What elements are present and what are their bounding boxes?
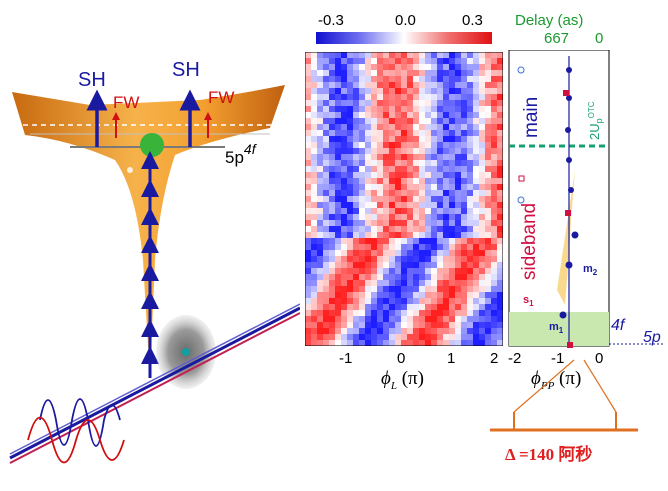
fw-arrowhead-1 — [112, 112, 120, 120]
colorbar-tick-min: -0.3 — [318, 12, 344, 29]
delay-phase-plot: main sideband 2UpOTC m2 m1 s1 4f 5p — [508, 50, 665, 348]
label-sideband: sideband — [519, 203, 540, 280]
sh-label-1: SH — [78, 69, 106, 91]
fw-label-2: FW — [208, 88, 234, 107]
label-main: main — [521, 97, 542, 138]
heatmap-xlabel: ϕL (π) — [381, 368, 424, 392]
delay-xlabel: ϕPP (π) — [531, 368, 582, 392]
colorbar-tick-mid: 0.0 — [395, 12, 416, 29]
delay-top-left: 667 — [544, 30, 570, 47]
side-label-4f: 4f — [611, 317, 626, 334]
fw-arrowhead-2 — [204, 112, 212, 120]
heatmap-xtick-1: -1 — [339, 350, 353, 367]
colorbar-tick-max: 0.3 — [462, 12, 483, 29]
laser-beam — [9, 303, 300, 464]
level-label-5p: 5p4f — [225, 141, 258, 167]
sh-label-2: SH — [172, 59, 200, 81]
delay-data-points — [517, 66, 579, 348]
delay-title: Delay (as) — [515, 12, 584, 29]
colorbar — [316, 32, 492, 44]
heatmap-xtick-3: 1 — [447, 350, 456, 367]
delay-top-right: 0 — [595, 30, 604, 47]
label-s1: s1 — [523, 294, 534, 308]
electron-green-dot — [140, 133, 164, 157]
laser-pulse-waves — [27, 398, 125, 464]
delta-annotation: Δ =140 阿秒 — [505, 445, 593, 464]
highlight-dot — [127, 167, 133, 173]
label-m1: m1 — [549, 321, 564, 335]
fw-label-1: FW — [113, 93, 139, 112]
label-2up: 2UpOTC — [587, 101, 604, 140]
heatmap-xtick-2: 0 — [397, 350, 406, 367]
heatmap-xtick-4: 2 — [490, 350, 499, 367]
side-label-5p: 5p — [643, 329, 661, 346]
delay-xtick-1: -2 — [508, 350, 522, 367]
delay-xtick-2: -1 — [551, 350, 565, 367]
delay-xtick-3: 0 — [595, 350, 604, 367]
resonance-band — [509, 312, 609, 346]
phase-heatmap — [305, 52, 503, 346]
sideband-shaded-region — [557, 170, 575, 305]
label-m2: m2 — [583, 263, 598, 277]
delay-bracket — [490, 359, 638, 432]
atom-core — [182, 348, 190, 356]
potential-funnel-figure: SH SH FW FW 5p4f — [9, 59, 300, 464]
